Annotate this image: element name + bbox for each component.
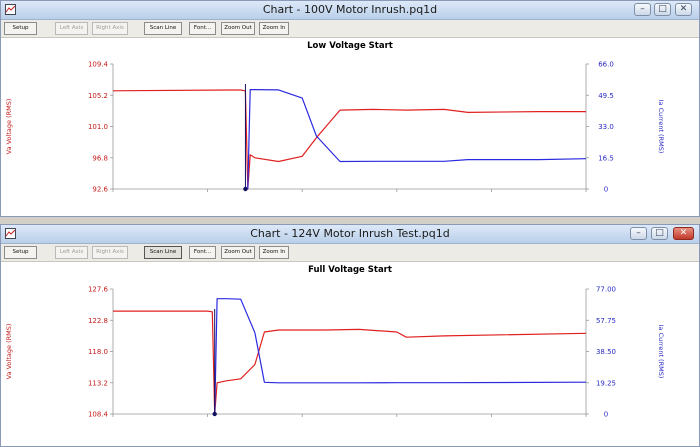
y2-tick-label: 19.25: [596, 379, 616, 387]
zoom-out-button[interactable]: Zoom Out: [221, 22, 255, 35]
chart-title: Low Voltage Start: [307, 41, 393, 51]
chart-window-2: Chart - 124V Motor Inrush Test.pq1d – □ …: [0, 224, 700, 447]
y-tick-label: 122.8: [88, 317, 108, 325]
series-line-voltage: [113, 310, 587, 415]
title-bar[interactable]: Chart - 124V Motor Inrush Test.pq1d – □ …: [1, 225, 699, 244]
chart-title: Full Voltage Start: [308, 265, 392, 275]
y2-tick-label: 16.5: [598, 154, 614, 162]
chart-plot: 109.4 105.2 101.0 96.8 92.6 66.0 49.5 33.0 16.5 0…: [5, 61, 665, 194]
y-tick-label: 92.6: [92, 186, 108, 194]
y-axis-label: Va Voltage (RMS): [5, 99, 13, 155]
series-line-current: [247, 88, 587, 190]
y2-axis-label: Ia Current (RMS): [657, 100, 665, 154]
y-tick-label: 127.6: [88, 286, 109, 294]
right-axis-button[interactable]: Right Axis: [92, 22, 128, 35]
left-axis-button[interactable]: Left Axis: [55, 22, 88, 35]
chart-app-icon: [5, 4, 16, 15]
minimize-button[interactable]: –: [630, 227, 647, 240]
y2-tick-label: 38.50: [596, 348, 616, 356]
toolbar: Setup Left Axis Right Axis Scan Line Fon…: [1, 244, 699, 262]
scan-line-marker: [212, 411, 217, 417]
zoom-in-button[interactable]: Zoom In: [259, 22, 289, 35]
left-axis-button[interactable]: Left Axis: [55, 246, 88, 259]
y2-tick-label: 0: [604, 186, 608, 194]
series-line-voltage: [112, 89, 586, 190]
close-button[interactable]: ✕: [673, 227, 694, 240]
y-axis-label: Va Voltage (RMS): [5, 324, 13, 380]
maximize-button[interactable]: □: [654, 3, 671, 16]
y-tick-label: 96.8: [92, 154, 108, 162]
zoom-in-button[interactable]: Zoom In: [259, 246, 289, 259]
title-bar[interactable]: Chart - 100V Motor Inrush.pq1d – □ ✕: [1, 1, 699, 20]
y-tick-label: 105.2: [88, 92, 108, 100]
y2-axis-label: Ia Current (RMS): [657, 325, 665, 379]
y-tick-label: 101.0: [88, 123, 108, 131]
scan-line-marker: [243, 186, 248, 192]
chart-window-1: Chart - 100V Motor Inrush.pq1d – □ ✕ Set…: [0, 0, 700, 217]
chart-app-icon: [5, 228, 16, 239]
y2-tick-label: 49.5: [598, 92, 614, 100]
y2-tick-label: 0: [604, 411, 608, 419]
y-tick-label: 109.4: [88, 61, 109, 69]
minimize-button[interactable]: –: [634, 3, 651, 16]
scan-line-button[interactable]: Scan Line: [144, 246, 182, 259]
setup-button[interactable]: Setup: [4, 22, 37, 35]
y-tick-label: 113.2: [88, 379, 108, 387]
y2-tick-label: 66.0: [598, 61, 614, 69]
y-tick-label: 118.0: [88, 348, 108, 356]
setup-button[interactable]: Setup: [4, 246, 37, 259]
series-line-current: [214, 298, 587, 415]
chart-plot: 127.6 122.8 118.0 113.2 108.4 77.00 57.75 38.50…: [5, 286, 665, 419]
y2-tick-label: 77.00: [596, 286, 616, 294]
scan-line-button[interactable]: Scan Line: [144, 22, 182, 35]
zoom-out-button[interactable]: Zoom Out: [221, 246, 255, 259]
right-axis-button[interactable]: Right Axis: [92, 246, 128, 259]
window-title: Chart - 100V Motor Inrush.pq1d: [262, 3, 438, 16]
close-button[interactable]: ✕: [675, 3, 692, 16]
window-title: Chart - 124V Motor Inrush Test.pq1d: [250, 227, 450, 240]
toolbar: Setup Left Axis Right Axis Scan Line Fon…: [1, 20, 699, 38]
y2-tick-label: 57.75: [596, 317, 616, 325]
y-tick-label: 108.4: [88, 411, 109, 419]
font-button[interactable]: Font...: [189, 22, 216, 35]
y2-tick-label: 33.0: [598, 123, 614, 131]
font-button[interactable]: Font...: [189, 246, 216, 259]
maximize-button[interactable]: □: [651, 227, 668, 240]
